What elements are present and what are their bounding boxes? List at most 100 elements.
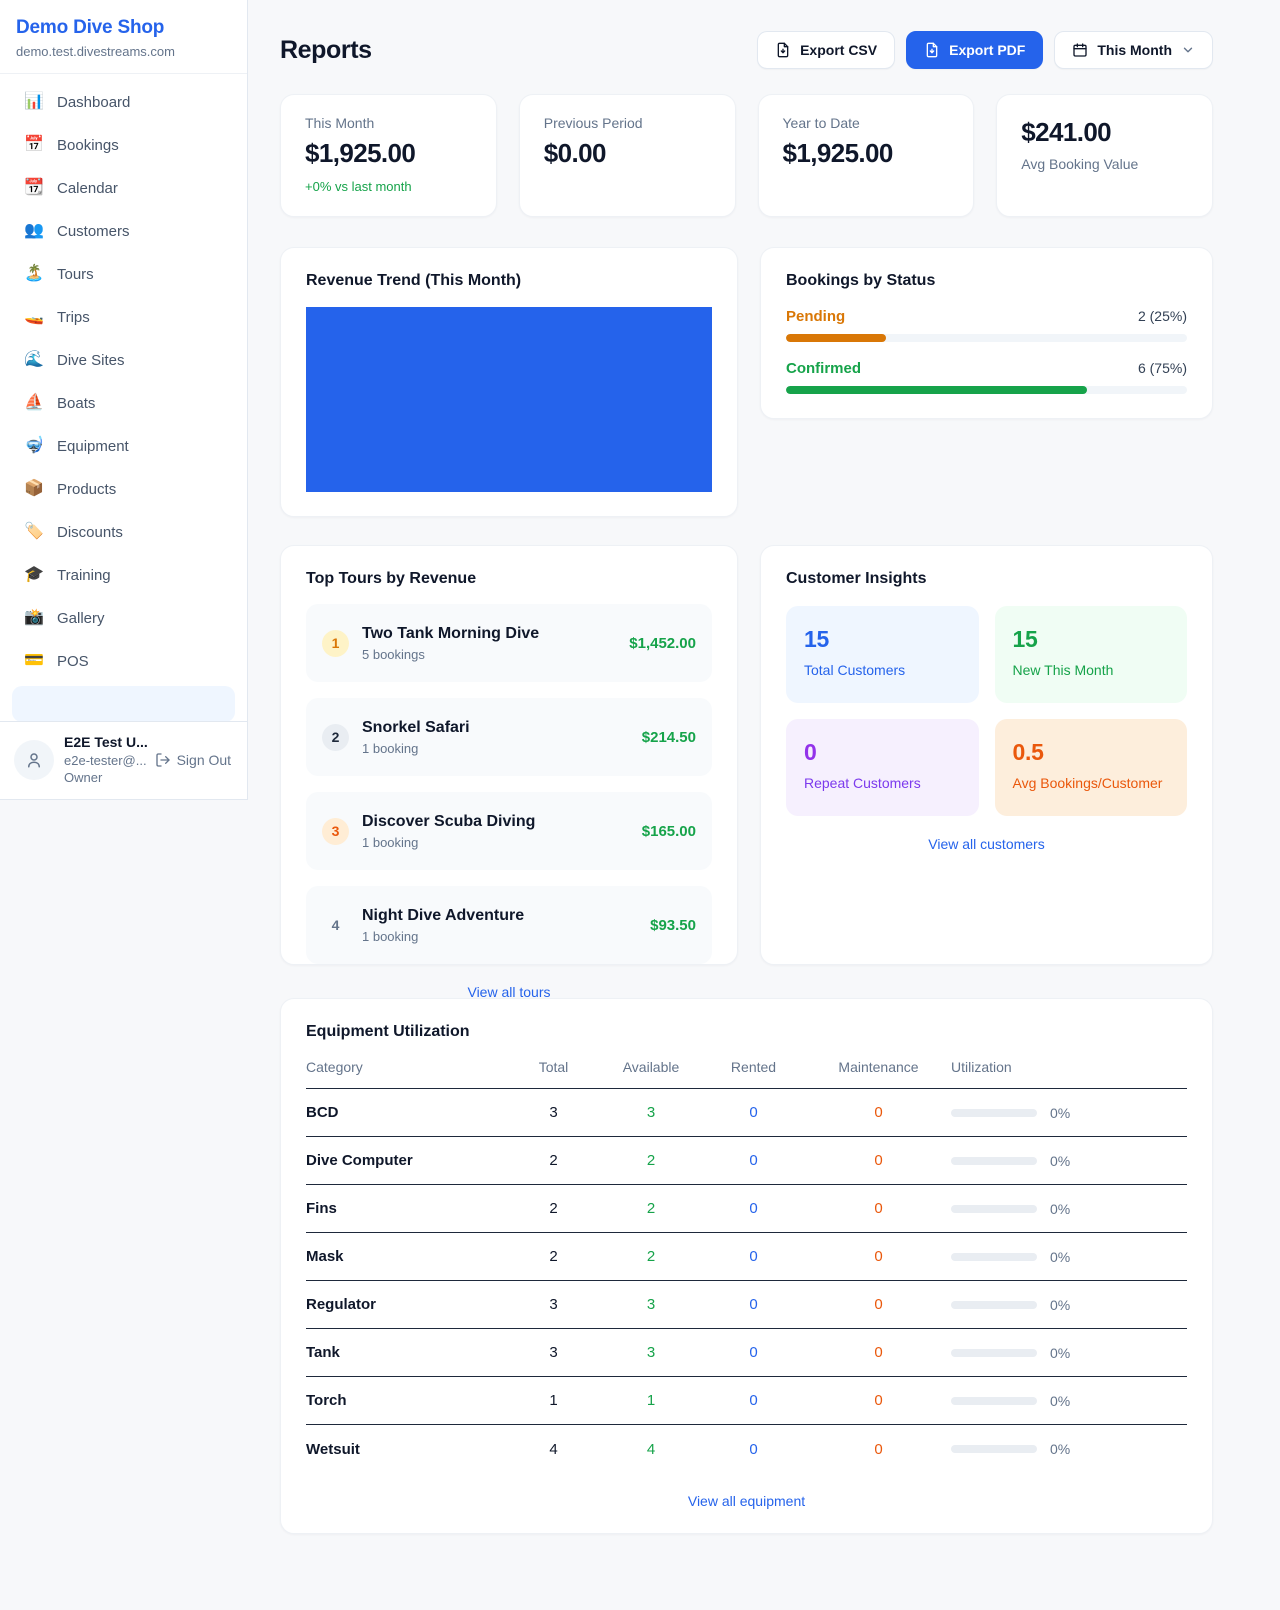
equipment-category: Tank: [306, 1344, 340, 1361]
insight-value: 15: [804, 626, 829, 652]
sidebar-item-label: Customers: [57, 222, 130, 240]
table-row: Mask 2 2 0 0 0%: [306, 1233, 1187, 1281]
col-category: Category: [306, 1059, 363, 1075]
view-all-tours-link[interactable]: View all tours: [467, 984, 551, 1000]
sidebar-item-pos[interactable]: 💳 POS: [12, 643, 235, 679]
table-row: Wetsuit 4 4 0 0 0%: [306, 1440, 1071, 1458]
equipment-category: Regulator: [306, 1296, 377, 1313]
revenue-trend-title: Revenue Trend (This Month): [306, 272, 522, 289]
view-all-customers-link[interactable]: View all customers: [928, 836, 1045, 852]
sidebar-item-label: Products: [57, 480, 117, 498]
sidebar-item-gallery[interactable]: 📸 Gallery: [12, 600, 235, 636]
chevron-down-icon: [1183, 47, 1193, 53]
col-available: Available: [622, 1059, 680, 1075]
person-icon: [28, 753, 40, 768]
page-title: Reports: [280, 35, 372, 64]
utilization-bar: [951, 1445, 1037, 1453]
stat-value: $1,925.00: [305, 138, 416, 168]
table-row: Dive Computer 2 2 0 0 0%: [306, 1137, 1187, 1185]
rank-badge: 1: [322, 629, 349, 657]
table-row: BCD 3 3 0 0 0%: [306, 1089, 1187, 1137]
sidebar-item-label: Boats: [57, 394, 96, 412]
file-download-icon: [926, 42, 938, 58]
utilization-bar: [951, 1252, 1037, 1261]
sidebar-item-dashboard[interactable]: 📊 Dashboard: [12, 84, 235, 120]
equipment-category: Fins: [306, 1200, 337, 1217]
equipment-category: Torch: [306, 1392, 347, 1409]
stat-value: $0.00: [543, 138, 607, 168]
tour-row: 2 Snorkel Safari 1 booking $214.50: [306, 698, 712, 776]
customer-insights-title: Customer Insights: [786, 570, 927, 587]
sidebar-item-customers[interactable]: 👥 Customers: [12, 213, 235, 249]
calendar-icon: [1073, 43, 1088, 57]
main-content: Reports Export CSV Export PDF This Month: [248, 0, 1280, 1534]
tour-amount: $214.50: [641, 728, 696, 746]
sidebar-item-discounts[interactable]: 🏷️ Discounts: [12, 514, 235, 550]
tour-bookings: 5 bookings: [362, 646, 425, 662]
rank-badge: 2: [322, 723, 349, 751]
sign-out-button[interactable]: Sign Out: [155, 752, 231, 768]
sidebar-item-boats[interactable]: ⛵ Boats: [12, 385, 235, 421]
sidebar-item-trips[interactable]: 🚤 Trips: [12, 299, 235, 335]
view-all-equipment-link[interactable]: View all equipment: [687, 1493, 806, 1509]
utilization-bar: [951, 1108, 1037, 1117]
sidebar-item-training[interactable]: 🎓 Training: [12, 557, 235, 593]
stats-row: This Month $1,925.00 +0% vs last month P…: [280, 94, 1213, 217]
tour-name: Snorkel Safari: [362, 718, 470, 736]
customers-icon: 👥: [24, 222, 44, 239]
stat-label: Previous Period: [543, 115, 643, 131]
sidebar-item-label: Discounts: [57, 523, 123, 541]
export-csv-button[interactable]: Export CSV: [757, 31, 896, 69]
stat-label: Avg Booking Value: [1021, 156, 1139, 172]
stat-card-previous-period: Previous Period $0.00: [518, 94, 736, 217]
stat-card-avg-booking-value: $241.00 Avg Booking Value: [996, 94, 1213, 217]
sidebar-item-label: Bookings: [57, 136, 119, 154]
status-value: 6 (75%): [1137, 360, 1187, 376]
revenue-trend-chart: [306, 307, 712, 492]
logout-icon: [155, 753, 170, 767]
graduation-cap-icon: 🎓: [24, 566, 44, 583]
sidebar-item-active-partial[interactable]: [12, 686, 235, 721]
sidebar-item-bookings[interactable]: 📅 Bookings: [12, 127, 235, 163]
utilization-bar: [951, 1348, 1037, 1357]
calendar-icon: 📆: [24, 179, 44, 196]
period-select[interactable]: This Month: [1054, 31, 1213, 69]
bookings-calendar-icon: 📅: [24, 136, 44, 153]
sidebar-item-tours[interactable]: 🏝️ Tours: [12, 256, 235, 292]
col-total: Total: [538, 1059, 569, 1075]
insight-value: 0: [804, 739, 817, 765]
sidebar-item-products[interactable]: 📦 Products: [12, 471, 235, 507]
status-row-confirmed: Confirmed 6 (75%): [786, 360, 1187, 394]
diving-mask-icon: 🤿: [24, 437, 44, 454]
col-maintenance: Maintenance: [838, 1059, 919, 1075]
camera-icon: 📸: [24, 609, 44, 626]
speedboat-icon: 🚤: [24, 308, 44, 325]
status-row-pending: Pending 2 (25%): [786, 308, 1187, 342]
utilization-bar: [951, 1156, 1037, 1165]
sidebar: Demo Dive Shop demo.test.divestreams.com…: [0, 0, 248, 800]
stat-value: $1,925.00: [782, 138, 894, 168]
user-name: E2E Test U...: [64, 734, 148, 750]
sidebar-item-label: Gallery: [57, 609, 105, 627]
stat-delta: +0% vs last month: [305, 179, 412, 194]
credit-card-icon: 💳: [24, 652, 44, 669]
sidebar-item-label: Dashboard: [57, 93, 131, 111]
insight-value: 15: [1012, 626, 1038, 652]
equipment-utilization-title: Equipment Utilization: [306, 1023, 470, 1040]
equipment-utilization-panel: Equipment Utilization Category Total Ava…: [280, 998, 1213, 1534]
table-row: Torch 1 1 0 0 0%: [306, 1377, 1187, 1425]
sidebar-item-calendar[interactable]: 📆 Calendar: [12, 170, 235, 206]
sidebar-nav: 📊 Dashboard 📅 Bookings 📆 Calendar 👥 Cust…: [0, 74, 247, 721]
export-pdf-button[interactable]: Export PDF: [906, 31, 1044, 69]
sidebar-item-equipment[interactable]: 🤿 Equipment: [12, 428, 235, 464]
insight-card-repeat-customers: 0 Repeat Customers: [786, 719, 979, 816]
table-row: Regulator 3 3 0 0 0%: [306, 1281, 1187, 1329]
utilization-bar: [951, 1396, 1037, 1405]
package-icon: 📦: [24, 480, 44, 497]
utilization-bar: [951, 1300, 1037, 1309]
sidebar-item-dive-sites[interactable]: 🌊 Dive Sites: [12, 342, 235, 378]
status-label: Confirmed: [786, 360, 861, 377]
wave-icon: 🌊: [24, 351, 44, 368]
tour-name: Discover Scuba Diving: [362, 812, 536, 830]
stat-value: $241.00: [1021, 117, 1112, 147]
